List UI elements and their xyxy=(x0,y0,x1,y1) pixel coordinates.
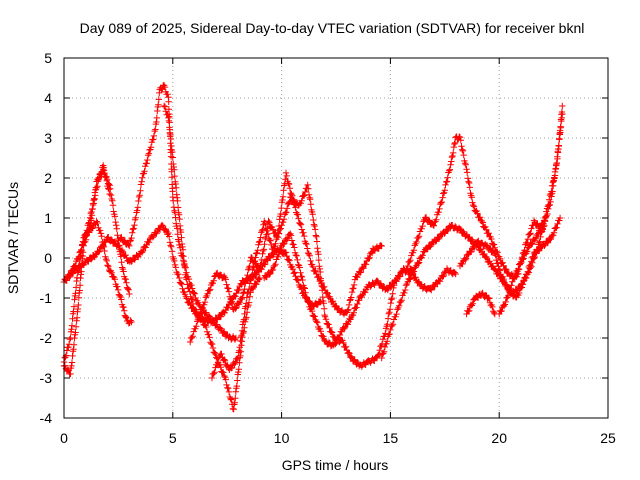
x-tick-label: 25 xyxy=(600,430,616,446)
y-tick-label: 1 xyxy=(44,210,52,226)
y-tick-label: 3 xyxy=(44,130,52,146)
data-series-track-12 xyxy=(456,214,564,301)
x-tick-label: 5 xyxy=(169,430,177,446)
data-point-markers xyxy=(60,221,324,327)
y-tick-label: -3 xyxy=(40,370,53,386)
y-tick-label: -2 xyxy=(40,330,53,346)
data-point-markers xyxy=(496,214,549,318)
y-tick-label: -1 xyxy=(40,290,53,306)
data-point-markers xyxy=(456,214,564,301)
grid-lines xyxy=(64,58,608,418)
x-tick-label: 10 xyxy=(274,430,290,446)
y-tick-label: 0 xyxy=(44,250,52,266)
y-tick-label: 5 xyxy=(44,50,52,66)
y-tick-label: 4 xyxy=(44,90,52,106)
y-axis-label: SDTVAR / TECUs xyxy=(5,182,21,294)
data-point-markers xyxy=(60,162,113,286)
data-series-track-13 xyxy=(463,289,498,318)
plot-area xyxy=(60,82,566,413)
data-series-track-14 xyxy=(496,214,549,318)
y-tick-label: -4 xyxy=(40,410,53,426)
chart-title: Day 089 of 2025, Sidereal Day-to-day VTE… xyxy=(80,20,585,36)
data-point-markers xyxy=(463,289,498,318)
x-tick-label: 15 xyxy=(383,430,399,446)
plot-frame xyxy=(63,57,609,419)
x-tick-label: 0 xyxy=(60,430,68,446)
data-series-track-4 xyxy=(60,221,324,327)
x-axis-label: GPS time / hours xyxy=(282,457,389,473)
y-tick-label: 2 xyxy=(44,170,52,186)
x-tick-label: 20 xyxy=(491,430,507,446)
data-series-track-3 xyxy=(60,162,113,286)
